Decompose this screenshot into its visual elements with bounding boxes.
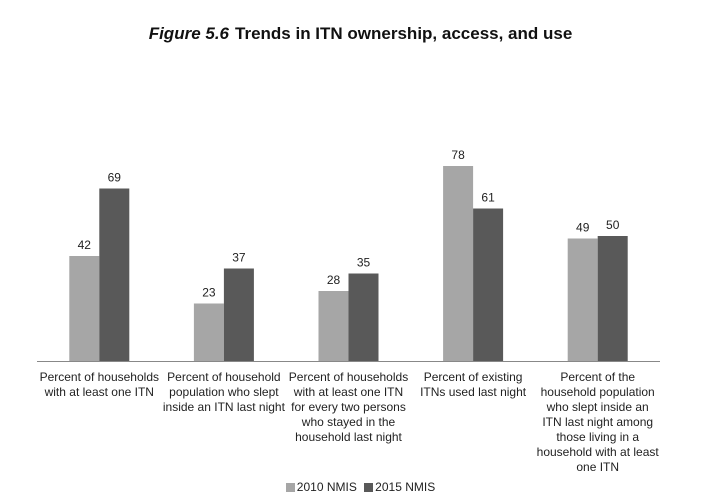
figure-label: Figure 5.6	[148, 24, 230, 43]
bar-2015-cat-1	[99, 188, 130, 361]
bar-2015-cat-3	[348, 273, 379, 361]
data-label-2010-cat-4: 78	[451, 148, 465, 162]
bar-2015-cat-5	[597, 236, 628, 361]
legend-item-2015: 2015 NMIS	[364, 480, 435, 494]
legend-label-2015: 2015 NMIS	[375, 480, 436, 494]
bar-2010-cat-3	[318, 291, 349, 361]
category-label-5: Percent of the household population who …	[536, 370, 659, 474]
figure-title-text: Trends in ITN ownership, access, and use	[235, 24, 573, 43]
chart-title: Figure 5.6 Trends in ITN ownership, acces…	[0, 24, 721, 44]
bar-chart: 42 69 23 37 28 35 78 61 49 50	[37, 148, 660, 362]
data-label-2015-cat-1: 69	[108, 171, 122, 185]
bar-2015-cat-4	[473, 208, 504, 361]
bar-2010-cat-2	[193, 303, 224, 361]
category-label-3: Percent of households with at least one …	[288, 370, 409, 444]
data-label-2010-cat-3: 28	[327, 273, 341, 287]
legend-swatch-2010	[285, 483, 295, 492]
category-label-1: Percent of households with at least one …	[39, 370, 159, 399]
data-label-2010-cat-2: 23	[202, 286, 216, 300]
legend-swatch-2015	[364, 483, 374, 492]
data-label-2010-cat-1: 42	[78, 238, 92, 252]
category-label-2: Percent of household population who slep…	[162, 370, 285, 414]
bar-2015-cat-2	[223, 268, 254, 361]
bar-2010-cat-5	[567, 238, 598, 361]
bar-2010-cat-1	[69, 256, 100, 361]
data-label-2015-cat-5: 50	[606, 218, 620, 232]
data-label-2015-cat-4: 61	[481, 191, 495, 205]
data-label-2015-cat-2: 37	[232, 251, 246, 265]
bar-2010-cat-4	[443, 166, 474, 361]
data-label-2010-cat-5: 49	[576, 221, 590, 235]
category-label-4: Percent of existing ITNs used last night	[420, 370, 527, 399]
data-label-2015-cat-3: 35	[357, 256, 371, 270]
legend-label-2010: 2010 NMIS	[296, 480, 357, 494]
legend-item-2010: 2010 NMIS	[285, 480, 357, 494]
legend: 2010 NMIS 2015 NMIS	[0, 480, 721, 494]
